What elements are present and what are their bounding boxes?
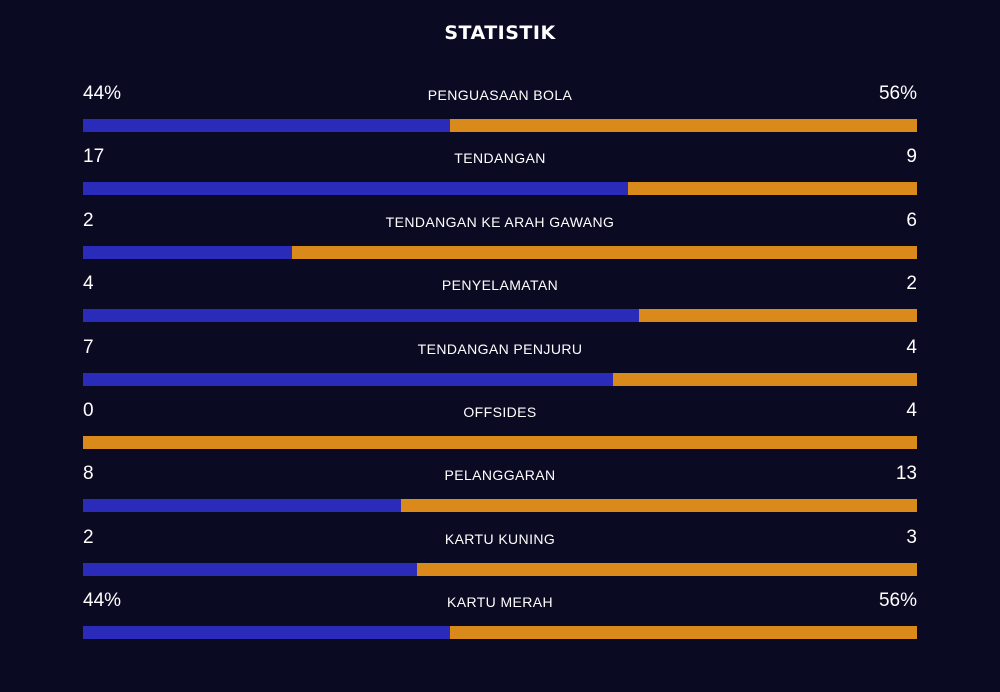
home-value: 4 <box>83 273 94 295</box>
away-value: 4 <box>906 399 917 421</box>
away-bar-segment <box>400 499 917 513</box>
stat-row: 8 PELANGGARAN 13 <box>83 460 917 523</box>
comparison-bar <box>83 119 917 132</box>
away-bar-segment <box>628 182 917 196</box>
stat-label: TENDANGAN KE ARAH GAWANG <box>385 213 615 230</box>
stat-label: OFFSIDES <box>463 403 537 420</box>
away-value: 2 <box>906 273 917 295</box>
away-value: 56% <box>878 83 917 104</box>
page-title: STATISTIK <box>444 22 556 44</box>
home-value: 7 <box>83 336 94 358</box>
home-bar-segment <box>83 309 640 323</box>
comparison-bar <box>83 626 917 640</box>
stat-row: 0 OFFSIDES 4 <box>83 397 917 460</box>
away-bar-segment <box>449 626 917 640</box>
home-value: 44% <box>83 83 122 104</box>
home-bar-segment <box>83 182 629 196</box>
home-value: 2 <box>83 526 94 548</box>
away-bar-segment <box>416 562 917 576</box>
home-bar-segment <box>83 245 292 259</box>
stat-row: 7 TENDANGAN PENJURU 4 <box>83 334 917 397</box>
home-value: 44% <box>83 590 122 612</box>
away-value: 56% <box>878 590 917 612</box>
stat-label: KARTU MERAH <box>446 594 554 611</box>
away-value: 13 <box>895 463 917 485</box>
away-value: 3 <box>906 526 917 548</box>
stat-row: 44% KARTU MERAH 56% <box>83 587 917 650</box>
stat-label: TENDANGAN <box>454 150 546 167</box>
away-value: 9 <box>906 146 917 168</box>
home-bar-segment <box>83 626 450 640</box>
stats-list: 44% PENGUASAAN BOLA 56% 17 TENDANGAN 9 2 TENDAN… <box>83 80 917 651</box>
away-bar-segment <box>613 372 917 386</box>
stat-row: 4 PENYELAMATAN 2 <box>83 270 917 333</box>
away-bar-segment <box>639 309 917 323</box>
stat-row: 2 TENDANGAN KE ARAH GAWANG 6 <box>83 207 917 270</box>
home-value: 17 <box>83 146 105 168</box>
stat-row: 44% PENGUASAAN BOLA 56% <box>83 80 917 143</box>
home-bar-segment <box>83 562 417 576</box>
comparison-bar <box>83 245 917 259</box>
stat-label: PENYELAMATAN <box>441 277 559 294</box>
comparison-bar <box>83 499 917 513</box>
comparison-bar <box>83 435 917 449</box>
comparison-bar <box>83 182 917 196</box>
away-value: 6 <box>906 209 917 231</box>
comparison-bar <box>83 372 917 386</box>
away-bar-segment <box>449 119 917 132</box>
home-value: 8 <box>83 463 94 485</box>
comparison-bar <box>83 562 917 576</box>
stat-label: PENGUASAAN BOLA <box>427 87 573 103</box>
stat-label: TENDANGAN PENJURU <box>417 340 583 357</box>
stat-row: 17 TENDANGAN 9 <box>83 143 917 206</box>
home-bar-segment <box>83 372 614 386</box>
comparison-bar <box>83 309 917 323</box>
home-value: 0 <box>83 399 94 421</box>
away-value: 4 <box>906 336 917 358</box>
stat-label: KARTU KUNING <box>444 530 556 547</box>
home-bar-segment <box>83 119 450 132</box>
stat-label: PELANGGARAN <box>444 467 556 484</box>
home-bar-segment <box>83 499 401 513</box>
away-bar-segment <box>291 245 917 259</box>
home-value: 2 <box>83 209 94 231</box>
stat-row: 2 KARTU KUNING 3 <box>83 524 917 587</box>
away-bar-segment <box>83 435 917 449</box>
